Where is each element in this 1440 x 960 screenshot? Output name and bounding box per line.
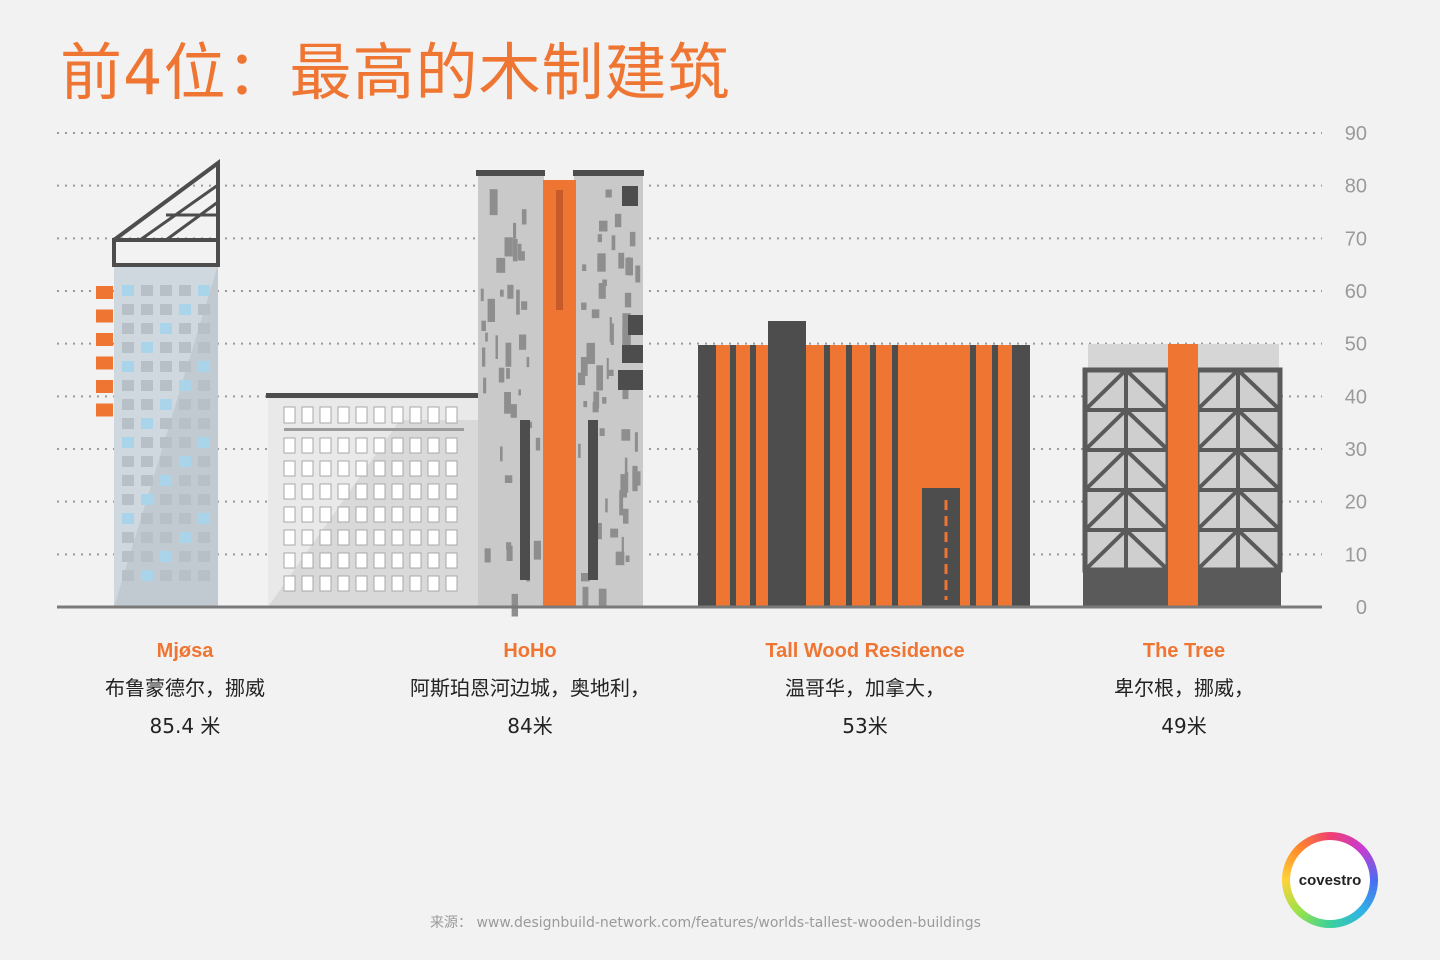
y-axis: 0 10 20 30 40 50 60 70 80 90 [1345,123,1367,619]
y-tick-label: 80 [1345,176,1367,198]
building-location-mjosa: 布鲁蒙德尔，挪威 [105,676,265,700]
y-tick-label: 70 [1345,228,1367,250]
building-hoho [266,170,644,617]
covestro-logo: covestro [1282,832,1378,928]
logo-wordmark: covestro [1298,871,1362,889]
building-name-tall-wood-residence: Tall Wood Residence [765,640,964,662]
building-height-tall-wood-residence: 53米 [842,714,887,738]
building-name-hoho: HoHo [503,640,556,662]
building-location-hoho: 阿斯珀恩河边城，奥地利， [410,676,650,700]
grid [57,132,1322,556]
page-title: 前4位：最高的木制建筑 [60,36,731,109]
building-name-the-tree: The Tree [1143,640,1225,662]
building-mjosa [96,159,220,607]
y-tick-label: 60 [1345,281,1367,303]
y-tick-label: 40 [1345,386,1367,408]
building-location-the-tree: 卑尔根，挪威， [1114,676,1254,700]
y-tick-label: 20 [1345,492,1367,514]
y-tick-label: 50 [1345,334,1367,356]
building-height-mjosa: 85.4 米 [150,714,221,738]
source-citation: 来源： www.designbuild-network.com/features… [430,915,981,931]
building-height-hoho: 84米 [507,714,552,738]
y-tick-label: 30 [1345,439,1367,461]
y-tick-label: 10 [1345,544,1367,566]
building-location-tall-wood-residence: 温哥华，加拿大， [785,676,945,700]
y-tick-label: 90 [1345,123,1367,145]
building-height-the-tree: 49米 [1161,714,1206,738]
building-name-mjosa: Mjøsa [157,640,215,662]
building-tall-wood-residence [698,321,1030,607]
building-the-tree [1082,344,1283,607]
y-tick-label: 0 [1356,597,1367,619]
